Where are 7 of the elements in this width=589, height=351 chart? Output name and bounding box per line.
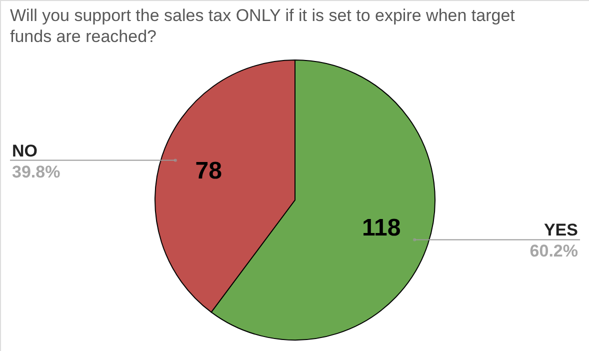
- text: 60.2%: [530, 242, 578, 261]
- data-label: 118: [362, 214, 401, 242]
- slice-label: NO: [12, 141, 38, 160]
- data-label: 78: [195, 157, 222, 184]
- chart-title: Will you support the sales tax ONLY if it is set to expire when target funds are reached?: [10, 6, 516, 46]
- text: 39.8%: [12, 162, 60, 182]
- slice-label: YES: [544, 220, 578, 240]
